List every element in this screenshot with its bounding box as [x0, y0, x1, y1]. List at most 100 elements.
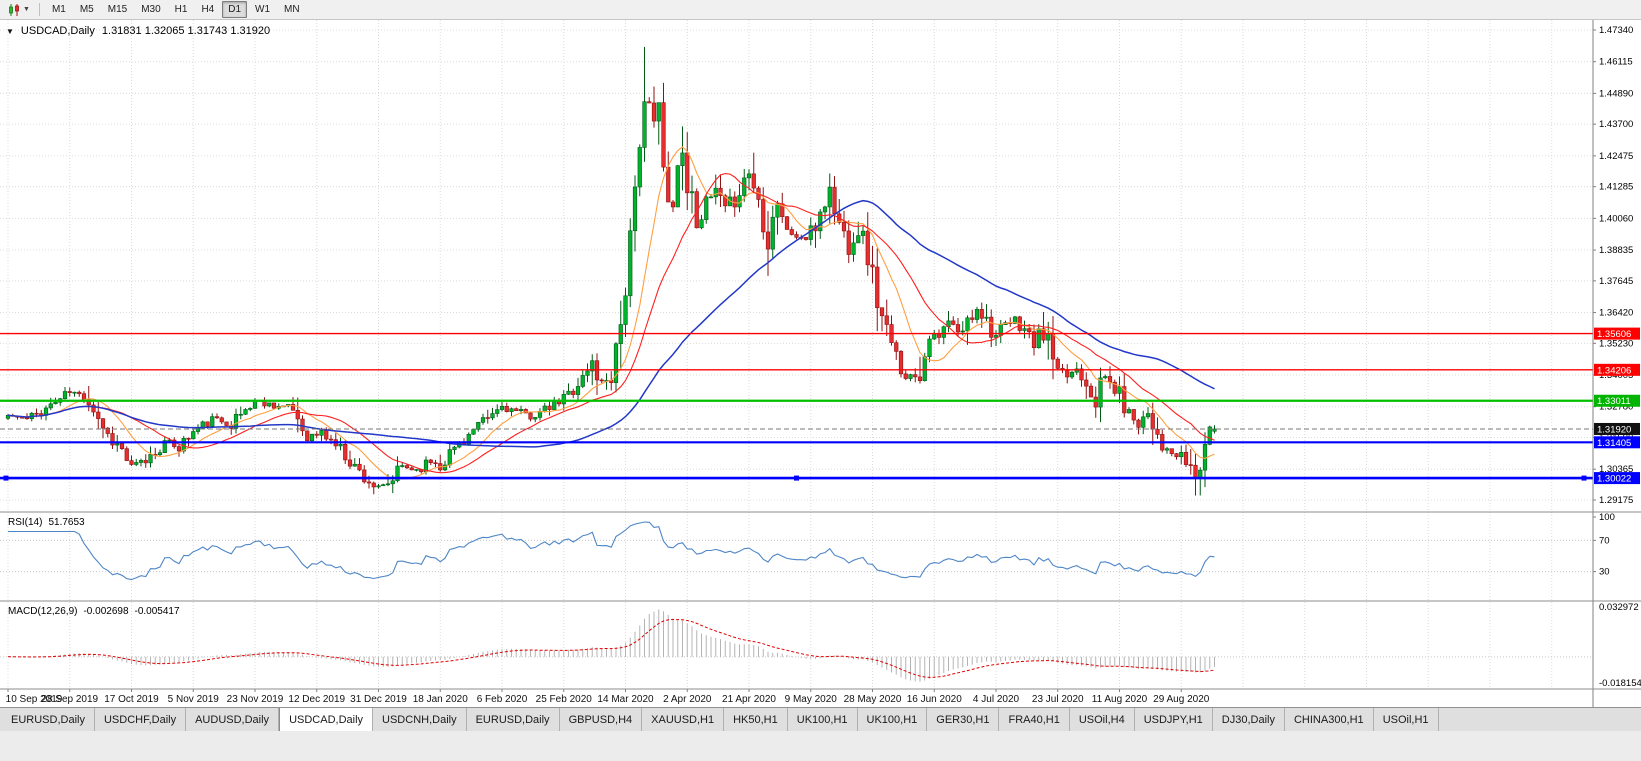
- svg-text:1.42475: 1.42475: [1599, 151, 1633, 162]
- svg-text:10 Sep 2019: 10 Sep 2019: [6, 694, 63, 705]
- svg-text:9 May 2020: 9 May 2020: [785, 694, 838, 705]
- svg-text:16 Jun 2020: 16 Jun 2020: [907, 694, 962, 705]
- chart-tab-bar: EURUSD,Daily USDCHF,Daily AUDUSD,Daily USDC…: [0, 707, 1641, 731]
- timeframe-button-m1[interactable]: M1: [51, 4, 66, 15]
- candlestick-chart-icon: [9, 3, 19, 16]
- svg-text:1.36420: 1.36420: [1599, 308, 1633, 319]
- indicator-scale-labels: 100 70 30 0.032972 -0.018154: [1593, 512, 1641, 689]
- dropdown-arrow-icon[interactable]: ▼: [6, 26, 14, 36]
- moving-average-10: [7, 146, 1215, 480]
- timeframe-button-h4[interactable]: H4: [201, 4, 215, 15]
- timeframe-button-m5[interactable]: M5: [79, 4, 94, 15]
- rsi-panel: [0, 521, 1593, 581]
- chart-type-button[interactable]: ▼: [4, 2, 33, 18]
- rsi-indicator-label: RSI(14) 51.7653: [8, 517, 85, 528]
- svg-text:21 Apr 2020: 21 Apr 2020: [722, 694, 776, 705]
- macd-value-signal: -0.005417: [134, 606, 180, 617]
- chart-tab-usdjpy-h1[interactable]: USDJPY,H1: [1134, 708, 1213, 731]
- chart-region: 1.47340 1.46115 1.44890 1.43700 1.42475 1.412…: [0, 20, 1641, 707]
- svg-text:30: 30: [1599, 567, 1610, 578]
- svg-text:29 Aug 2020: 29 Aug 2020: [1153, 694, 1210, 705]
- line-selection-handle[interactable]: [3, 475, 9, 481]
- svg-text:100: 100: [1599, 512, 1615, 523]
- svg-text:1.43700: 1.43700: [1599, 119, 1633, 130]
- svg-text:4 Jul 2020: 4 Jul 2020: [973, 694, 1020, 705]
- chart-tab-ger30-h1[interactable]: GER30,H1: [927, 708, 1000, 731]
- svg-text:1.47340: 1.47340: [1599, 25, 1633, 36]
- chart-tab-usoil-h4[interactable]: USOil,H4: [1069, 708, 1135, 731]
- svg-text:5 Nov 2019: 5 Nov 2019: [168, 694, 220, 705]
- svg-text:28 May 2020: 28 May 2020: [844, 694, 902, 705]
- chart-title: ▼ USDCAD,Daily 1.31831 1.32065 1.31743 1…: [6, 25, 270, 37]
- chart-tab-fra40-h1[interactable]: FRA40,H1: [999, 708, 1070, 731]
- chart-tab-uk100-h1[interactable]: UK100,H1: [857, 708, 928, 731]
- level-price-labels: 1.35606 1.34206 1.33011 1.31920 1.31405 1.300…: [1594, 327, 1640, 485]
- line-selection-handle[interactable]: [794, 475, 799, 481]
- macd-value-main: -0.002698: [83, 606, 129, 617]
- svg-text:12 Dec 2019: 12 Dec 2019: [288, 694, 345, 705]
- timeframe-button-m30[interactable]: M30: [141, 4, 161, 15]
- timeframe-button-d1[interactable]: D1: [222, 1, 248, 18]
- rsi-line: [8, 521, 1215, 581]
- rsi-name: RSI(14): [8, 517, 43, 528]
- chart-tab-usoil-h1[interactable]: USOil,H1: [1373, 708, 1439, 731]
- macd-name: MACD(12,26,9): [8, 606, 78, 617]
- chart-tab-eurusd-daily[interactable]: EURUSD,Daily: [466, 708, 560, 731]
- svg-text:1.46115: 1.46115: [1599, 57, 1633, 68]
- chart-ohlc-values: 1.31831 1.32065 1.31743 1.31920: [101, 25, 271, 37]
- svg-text:1.38835: 1.38835: [1599, 245, 1633, 256]
- svg-text:1.34206: 1.34206: [1597, 365, 1631, 376]
- svg-text:1.35606: 1.35606: [1597, 329, 1631, 340]
- svg-text:25 Feb 2020: 25 Feb 2020: [536, 694, 593, 705]
- svg-text:1.41285: 1.41285: [1599, 182, 1633, 193]
- svg-text:11 Aug 2020: 11 Aug 2020: [1092, 694, 1148, 705]
- chart-tab-china300-h1[interactable]: CHINA300,H1: [1284, 708, 1374, 731]
- chart-tab-dj30-daily[interactable]: DJ30,Daily: [1212, 708, 1285, 731]
- svg-text:2 Apr 2020: 2 Apr 2020: [663, 694, 712, 705]
- chart-tab-eurusd-daily[interactable]: EURUSD,Daily: [2, 708, 95, 731]
- timeframe-button-h1[interactable]: H1: [174, 4, 188, 15]
- macd-indicator-label: MACD(12,26,9) -0.002698 -0.005417: [8, 606, 180, 617]
- svg-text:1.35230: 1.35230: [1599, 338, 1633, 349]
- svg-text:17 Oct 2019: 17 Oct 2019: [104, 694, 159, 705]
- svg-text:14 Mar 2020: 14 Mar 2020: [597, 694, 654, 705]
- svg-text:1.30365: 1.30365: [1599, 464, 1633, 475]
- rsi-value: 51.7653: [48, 517, 85, 528]
- timeframe-button-mn[interactable]: MN: [284, 4, 300, 15]
- svg-text:70: 70: [1599, 535, 1610, 546]
- chart-tab-hk50-h1[interactable]: HK50,H1: [724, 708, 788, 731]
- timeframe-button-m15[interactable]: M15: [107, 4, 128, 15]
- toolbar-separator: [38, 3, 40, 16]
- chart-tab-uk100-h1[interactable]: UK100,H1: [787, 708, 858, 731]
- svg-text:18 Jan 2020: 18 Jan 2020: [413, 694, 468, 705]
- svg-text:23 Nov 2019: 23 Nov 2019: [227, 694, 284, 705]
- svg-text:1.31920: 1.31920: [1597, 424, 1631, 435]
- svg-text:1.33011: 1.33011: [1597, 396, 1631, 407]
- chart-tab-xauusd-h1[interactable]: XAUUSD,H1: [642, 708, 725, 731]
- chart-grid: [0, 20, 1593, 689]
- svg-text:1.32780: 1.32780: [1599, 402, 1633, 413]
- macd-panel: [0, 609, 1593, 682]
- moving-average-50: [7, 199, 1215, 448]
- chevron-down-icon: ▼: [23, 6, 30, 13]
- chart-canvas[interactable]: 1.47340 1.46115 1.44890 1.43700 1.42475 1.412…: [0, 20, 1641, 707]
- svg-text:1.31405: 1.31405: [1597, 438, 1631, 449]
- line-selection-handle[interactable]: [1581, 475, 1587, 481]
- svg-text:1.44890: 1.44890: [1599, 88, 1633, 99]
- svg-text:28 Sep 2019: 28 Sep 2019: [41, 694, 98, 705]
- svg-text:23 Jul 2020: 23 Jul 2020: [1032, 694, 1084, 705]
- chart-tab-usdchf-daily[interactable]: USDCHF,Daily: [94, 708, 187, 731]
- chart-tab-audusd-daily[interactable]: AUDUSD,Daily: [186, 708, 280, 731]
- macd-signal-line: [8, 618, 1215, 678]
- svg-text:0.032972: 0.032972: [1599, 602, 1639, 613]
- chart-symbol-period: USDCAD,Daily: [20, 25, 95, 37]
- chart-tab-usdcad-daily[interactable]: USDCAD,Daily: [279, 708, 374, 731]
- chart-tab-gbpusd-h4[interactable]: GBPUSD,H4: [559, 708, 643, 731]
- timeframe-button-w1[interactable]: W1: [255, 4, 271, 15]
- moving-average-20: [7, 173, 1215, 474]
- chart-tab-usdcnh-daily[interactable]: USDCNH,Daily: [373, 708, 467, 731]
- svg-text:1.40060: 1.40060: [1599, 213, 1633, 224]
- svg-text:1.30022: 1.30022: [1597, 474, 1631, 485]
